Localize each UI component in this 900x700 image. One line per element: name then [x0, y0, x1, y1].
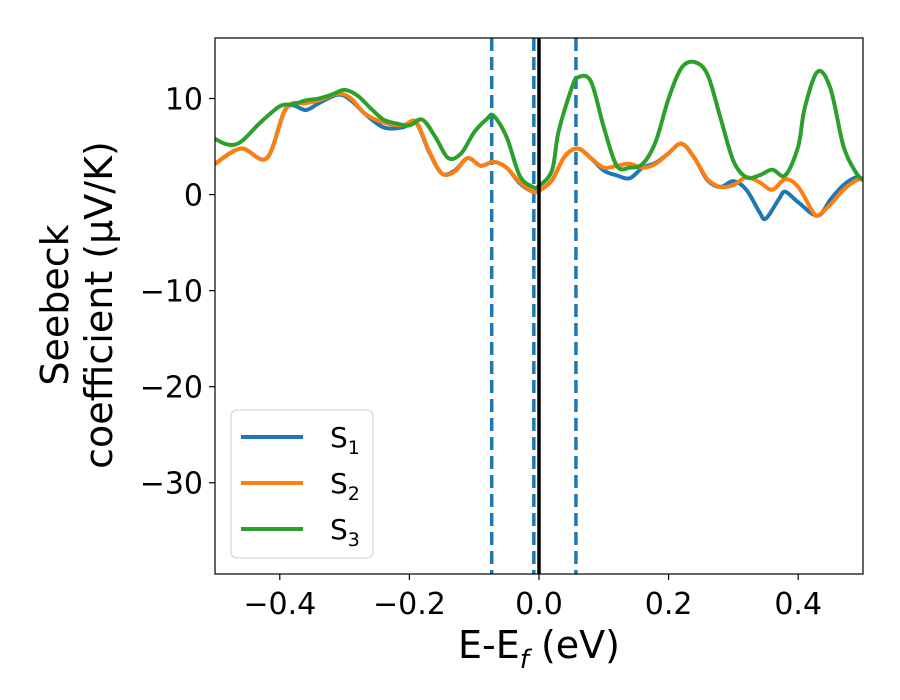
x-tick-label: −0.2	[373, 587, 446, 622]
x-tick-label: −0.4	[243, 587, 316, 622]
reference-lines	[489, 38, 578, 574]
legend-label-1: S1	[330, 421, 360, 459]
legend-label-3: S3	[330, 513, 360, 551]
x-axis-label-main: E-E	[458, 623, 520, 667]
series-line-2	[215, 91, 863, 218]
y-axis-label: Seebeck coefficient (μV/K)	[33, 141, 121, 469]
x-tick-label: 0.4	[774, 587, 822, 622]
x-tick-label: 0.0	[515, 587, 563, 622]
y-tick-label: −10	[140, 275, 203, 310]
x-axis: −0.4 −0.2 0.0 0.2 0.4	[243, 574, 822, 622]
x-axis-label: E-Ef (eV)	[458, 623, 620, 675]
y-axis-label-line1: Seebeck	[33, 224, 77, 385]
y-tick-label: −20	[140, 371, 203, 406]
y-axis-label-line2: coefficient (μV/K)	[77, 141, 121, 469]
legend-label-2: S2	[330, 467, 360, 505]
series-layer	[215, 38, 863, 574]
legend: S1 S2 S3	[230, 409, 374, 559]
y-tick-label: 0	[184, 179, 203, 214]
y-axis: 10 0 −10 −20 −30	[140, 83, 215, 502]
y-tick-label: −30	[140, 467, 203, 502]
x-axis-label-unit: (eV)	[529, 623, 620, 667]
series-line-3	[215, 59, 863, 191]
y-tick-label: 10	[165, 83, 203, 118]
x-tick-label: 0.2	[645, 587, 693, 622]
